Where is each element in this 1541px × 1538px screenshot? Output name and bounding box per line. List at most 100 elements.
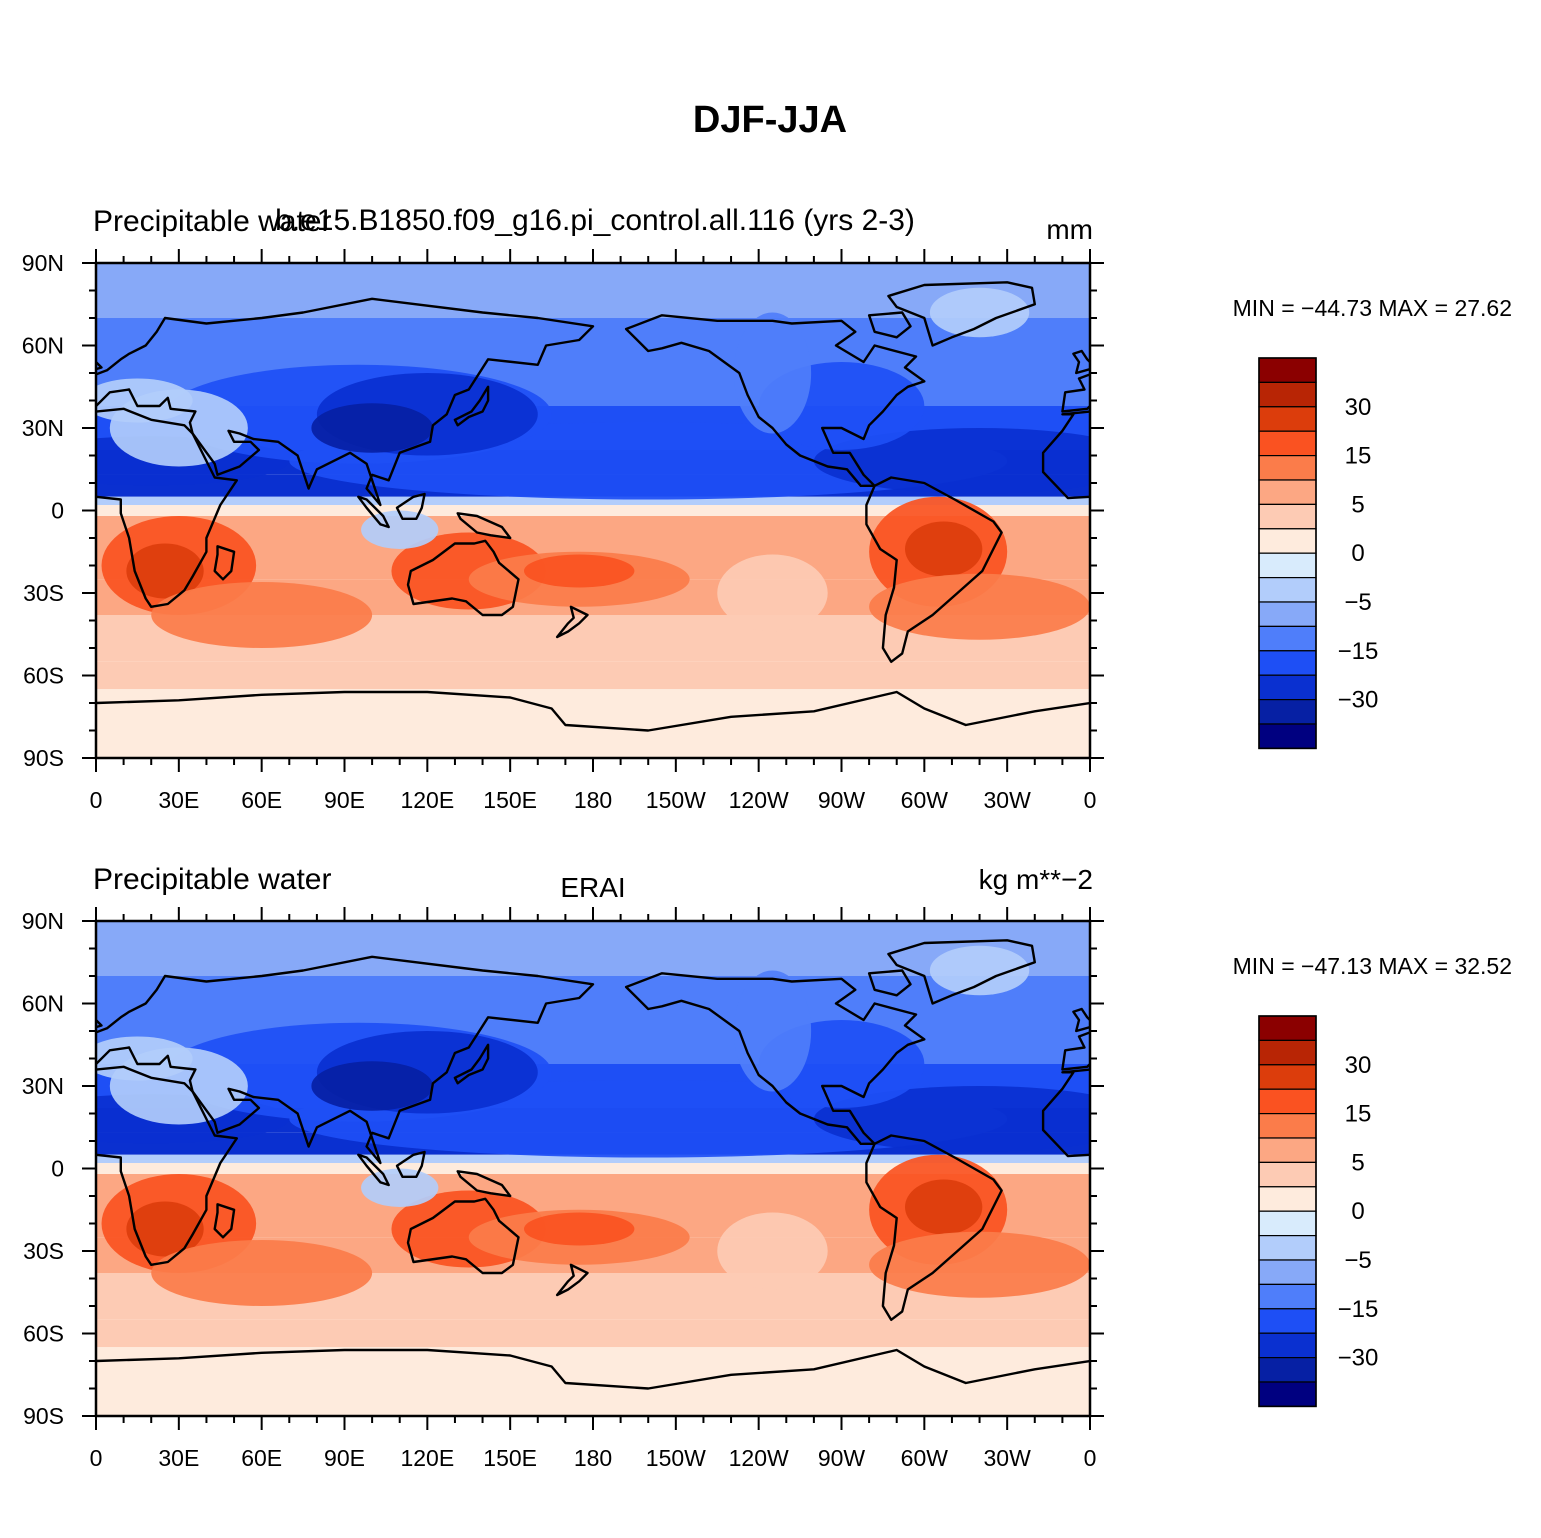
coastline-sumatra: [357, 495, 390, 529]
colorbar-label: 15: [1345, 443, 1372, 470]
anomaly-region: [905, 521, 983, 577]
latitude-band: [96, 1347, 1090, 1416]
y-tick-label: 30N: [22, 415, 64, 441]
x-tick-label: 150E: [483, 1445, 537, 1471]
x-tick-label: 0: [1084, 1445, 1097, 1471]
anomaly-region: [733, 312, 812, 434]
coastline-baffin: [867, 969, 912, 997]
coastline-madagascar: [213, 545, 236, 581]
anomaly-region: [813, 428, 1090, 494]
contour-field: [96, 921, 1090, 1416]
coastline-newzealand: [555, 1263, 589, 1297]
colorbar-label: 5: [1351, 1149, 1364, 1176]
panel-center-title: b.e15.B1850.f09_g16.pi_control.all.116 (…: [275, 204, 915, 237]
axis-ticks: [82, 249, 1104, 772]
x-tick-label: 150W: [646, 1445, 706, 1471]
anomaly-region: [717, 554, 828, 632]
anomaly-region: [126, 1201, 204, 1257]
y-tick-label: 90N: [22, 250, 64, 276]
coastline-antarctica: [96, 690, 1090, 732]
coastline-uk: [1072, 1007, 1090, 1033]
colorbar-swatch: [1258, 1161, 1317, 1188]
y-tick-label: 60S: [23, 663, 64, 689]
anomaly-region: [151, 582, 373, 648]
coastline-newzealand: [555, 605, 589, 639]
contour-field: [96, 263, 1090, 758]
x-tick-label: 30E: [158, 1445, 199, 1471]
colorbar-frame: [1258, 1015, 1317, 1408]
colorbar-label: 0: [1351, 1198, 1364, 1225]
anomaly-region: [523, 554, 635, 588]
coastline-antarctica: [96, 1348, 1090, 1390]
latitude-band: [96, 263, 1090, 318]
colorbar-label: −5: [1344, 589, 1371, 616]
y-tick-label: 30N: [22, 1073, 64, 1099]
x-tick-label: 0: [90, 787, 103, 813]
latitude-band: [96, 689, 1090, 758]
colorbar-swatch: [1258, 723, 1317, 749]
colorbar-label: −5: [1344, 1247, 1371, 1274]
colorbar-swatch: [1258, 1259, 1317, 1285]
x-tick-label: 90W: [818, 787, 866, 813]
x-tick-label: 30W: [984, 787, 1032, 813]
coastline-greenland: [887, 281, 1036, 347]
anomaly-region: [96, 378, 193, 423]
latitude-band: [96, 516, 1090, 538]
y-tick-label: 90S: [23, 1403, 64, 1429]
colorbar-label: −15: [1338, 638, 1379, 665]
panel-right-title: mm: [1046, 214, 1093, 245]
coastline-africa: [96, 1065, 238, 1266]
colorbar-label: 30: [1345, 394, 1372, 421]
coastline-newguinea: [456, 1170, 512, 1198]
x-tick-label: 0: [90, 1445, 103, 1471]
latitude-band: [96, 1319, 1090, 1348]
coastline-sumatra: [357, 1153, 390, 1187]
coastline-africa: [96, 407, 238, 608]
colorbar-swatch: [1258, 1112, 1317, 1139]
anomaly-region: [523, 1212, 635, 1246]
coastline-eurasia: [96, 955, 595, 1165]
y-tick-label: 90S: [23, 745, 64, 771]
colorbar-label: 5: [1351, 491, 1364, 518]
coastline-africa: [1041, 1068, 1090, 1158]
anomaly-region: [813, 1086, 1090, 1152]
colorbar-swatch: [1258, 576, 1317, 603]
panel-right-title: kg m**−2: [979, 864, 1093, 895]
colorbar-swatch: [1258, 1186, 1317, 1212]
coastline-japan: [453, 385, 490, 427]
y-tick-labels: 90S 60S 30S 0 30N 60N 90N: [22, 908, 64, 1429]
colorbar-swatch: [1258, 503, 1317, 530]
colorbar-swatch: [1258, 357, 1317, 383]
colorbar-frame: [1258, 357, 1317, 750]
x-tick-labels: 0 30E 60E 90E 120E 150E 180 150W 120W 90W 60W 30W 0: [90, 1445, 1097, 1471]
colorbar-swatch: [1258, 381, 1317, 408]
latitude-band: [96, 1174, 1090, 1196]
x-tick-label: 60E: [241, 787, 282, 813]
coastline-namerica: [624, 314, 926, 487]
latitude-band: [96, 505, 1090, 516]
colorbar-swatch: [1258, 650, 1317, 676]
x-tick-label: 30E: [158, 787, 199, 813]
anomaly-region: [151, 1240, 373, 1306]
latitude-band: [96, 1163, 1090, 1174]
anomaly-region: [869, 1231, 1090, 1298]
x-tick-label: 60W: [901, 1445, 949, 1471]
latitude-band: [96, 496, 1090, 505]
x-tick-label: 30W: [984, 1445, 1032, 1471]
colorbar-swatch: [1258, 1356, 1317, 1383]
anomaly-region: [361, 510, 439, 549]
x-tick-label: 120E: [400, 787, 454, 813]
x-tick-labels: 0 30E 60E 90E 120E 150E 180 150W 120W 90W 60W 30W 0: [90, 787, 1097, 813]
panel-left-title: Precipitable water: [93, 205, 331, 238]
anomaly-region: [311, 403, 433, 453]
colorbar-swatch: [1258, 674, 1317, 701]
x-tick-label: 150E: [483, 787, 537, 813]
colorbar-swatch: [1258, 1332, 1317, 1359]
coastline-australia: [406, 539, 520, 617]
colorbar-swatch: [1258, 1210, 1317, 1237]
coastline-greenland: [887, 939, 1036, 1005]
y-tick-label: 0: [51, 498, 64, 524]
anomaly-region: [126, 543, 204, 599]
coastline-namerica: [624, 972, 926, 1145]
colorbar-swatch: [1258, 406, 1317, 432]
